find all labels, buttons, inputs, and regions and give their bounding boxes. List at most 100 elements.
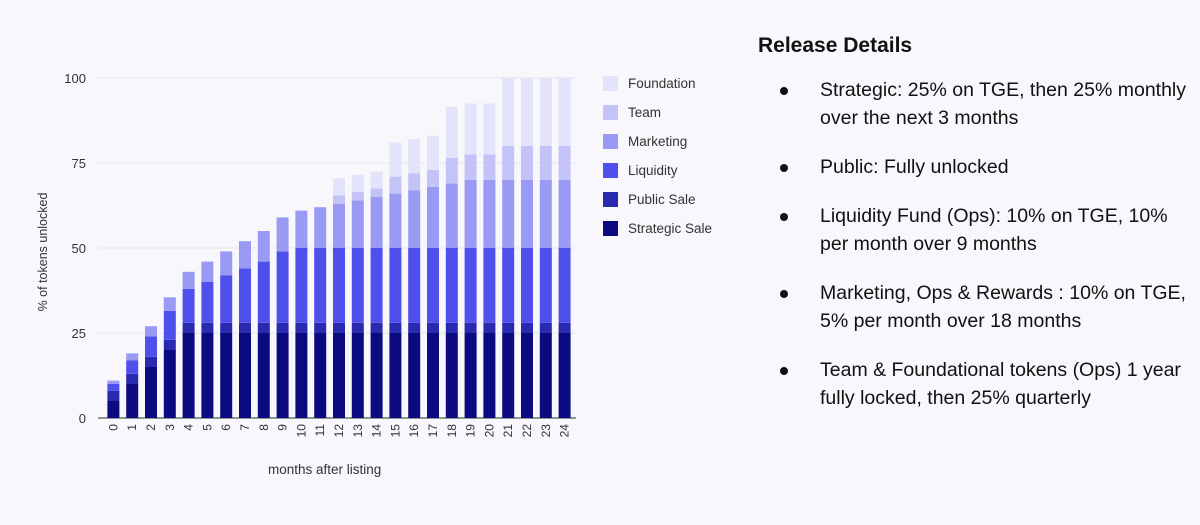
bar-segment-public-sale — [445, 322, 458, 333]
bar-segment-public-sale — [427, 322, 439, 333]
bar-segment-liquidity — [145, 336, 157, 357]
bar-segment-liquidity — [370, 248, 383, 323]
legend-label: Foundation — [628, 76, 696, 91]
x-tick-label: 11 — [313, 424, 327, 437]
x-tick-label: 20 — [482, 424, 496, 438]
bar-segment-liquidity — [521, 248, 533, 323]
bar-segment-public-sale — [539, 322, 552, 333]
legend-swatch — [603, 134, 618, 149]
legend-swatch — [603, 105, 618, 120]
x-tick-label: 5 — [200, 424, 214, 431]
bar-segment-public-sale — [276, 322, 289, 333]
bar-segment-public-sale — [502, 322, 515, 333]
y-tick-label: 50 — [72, 241, 86, 256]
bar-segment-team — [502, 146, 515, 180]
bar-segment-marketing — [107, 380, 120, 384]
bar-segment-liquidity — [333, 248, 345, 323]
legend-swatch — [603, 76, 618, 91]
bar-segment-liquidity — [445, 248, 458, 323]
bar-segment-foundation — [370, 171, 383, 189]
bar-segment-marketing — [145, 326, 157, 337]
detail-item: Strategic: 25% on TGE, then 25% monthly … — [758, 76, 1198, 132]
bar-segment-team — [370, 188, 383, 197]
legend-item: Team — [603, 98, 712, 127]
y-tick-label: 0 — [79, 411, 86, 426]
bar-segment-strategic-sale — [333, 333, 345, 418]
x-tick-label: 17 — [426, 424, 440, 438]
y-tick-label: 100 — [64, 71, 86, 86]
bar-segment-liquidity — [276, 251, 289, 323]
detail-item: Team & Foundational tokens (Ops) 1 year … — [758, 356, 1198, 412]
bar-segment-foundation — [427, 135, 439, 170]
legend-item: Foundation — [603, 69, 712, 98]
bar-segment-strategic-sale — [351, 333, 364, 418]
bar-segment-liquidity — [351, 248, 364, 323]
legend-swatch — [603, 192, 618, 207]
bar-segment-public-sale — [107, 390, 120, 401]
bar-segment-foundation — [483, 103, 496, 155]
bar-segment-liquidity — [107, 384, 120, 391]
bar-segment-marketing — [464, 180, 477, 248]
bar-segment-marketing — [239, 241, 251, 269]
x-tick-label: 15 — [388, 424, 402, 438]
bar-segment-strategic-sale — [427, 333, 439, 418]
bar-segment-liquidity — [427, 248, 439, 323]
x-tick-label: 21 — [501, 424, 515, 438]
bar-segment-public-sale — [145, 356, 157, 367]
legend-label: Public Sale — [628, 192, 696, 207]
bar-segment-liquidity — [239, 268, 251, 323]
bar-segment-liquidity — [539, 248, 552, 323]
bar-segment-public-sale — [163, 339, 176, 350]
detail-item: Public: Fully unlocked — [758, 153, 1198, 181]
bar-segment-public-sale — [257, 322, 270, 333]
x-tick-label: 7 — [238, 424, 252, 431]
x-tick-label: 3 — [163, 424, 177, 431]
bar-segment-foundation — [539, 78, 552, 146]
bar-segment-foundation — [351, 174, 364, 192]
bar-segment-public-sale — [408, 322, 421, 333]
bar-segment-strategic-sale — [107, 401, 120, 418]
bar-segment-strategic-sale — [182, 333, 195, 418]
legend-swatch — [603, 163, 618, 178]
bar-segment-strategic-sale — [445, 333, 458, 418]
bar-segment-team — [539, 146, 552, 180]
x-tick-label: 4 — [182, 424, 196, 431]
x-tick-label: 9 — [276, 424, 290, 431]
bar-segment-liquidity — [220, 275, 233, 323]
bar-segment-team — [464, 154, 477, 180]
bar-segment-team — [427, 169, 439, 187]
detail-item: Liquidity Fund (Ops): 10% on TGE, 10% pe… — [758, 202, 1198, 258]
bar-segment-liquidity — [408, 248, 421, 323]
x-tick-label: 19 — [464, 424, 478, 438]
bar-segment-strategic-sale — [220, 333, 233, 418]
bar-segment-marketing — [276, 217, 289, 252]
bar-segment-strategic-sale — [408, 333, 421, 418]
bar-segment-strategic-sale — [483, 333, 496, 418]
release-details: Release Details Strategic: 25% on TGE, t… — [758, 34, 1198, 433]
bar-segment-liquidity — [295, 248, 308, 323]
bar-segment-foundation — [333, 178, 345, 196]
x-tick-label: 10 — [294, 424, 308, 438]
y-axis-label: % of tokens unlocked — [36, 192, 50, 312]
bar-segment-strategic-sale — [257, 333, 270, 418]
bar-segment-liquidity — [389, 248, 402, 323]
bar-segment-team — [389, 176, 402, 194]
bar-segment-team — [483, 154, 496, 180]
bar-segment-liquidity — [257, 261, 270, 323]
bar-segment-strategic-sale — [558, 333, 571, 418]
bar-segment-foundation — [445, 106, 458, 158]
legend-label: Liquidity — [628, 163, 678, 178]
bar-segment-team — [333, 195, 345, 204]
bar-segment-marketing — [163, 297, 176, 311]
legend-label: Team — [628, 105, 662, 120]
bar-segment-strategic-sale — [276, 333, 289, 418]
bar-segment-marketing — [351, 200, 364, 248]
bar-segment-public-sale — [295, 322, 308, 333]
bar-segment-strategic-sale — [145, 367, 157, 418]
legend-label: Marketing — [628, 134, 688, 149]
legend-item: Liquidity — [603, 156, 712, 185]
x-tick-label: 13 — [351, 424, 365, 438]
bar-segment-strategic-sale — [314, 333, 327, 418]
bar-segment-public-sale — [182, 322, 195, 333]
bar-segment-liquidity — [314, 248, 327, 323]
